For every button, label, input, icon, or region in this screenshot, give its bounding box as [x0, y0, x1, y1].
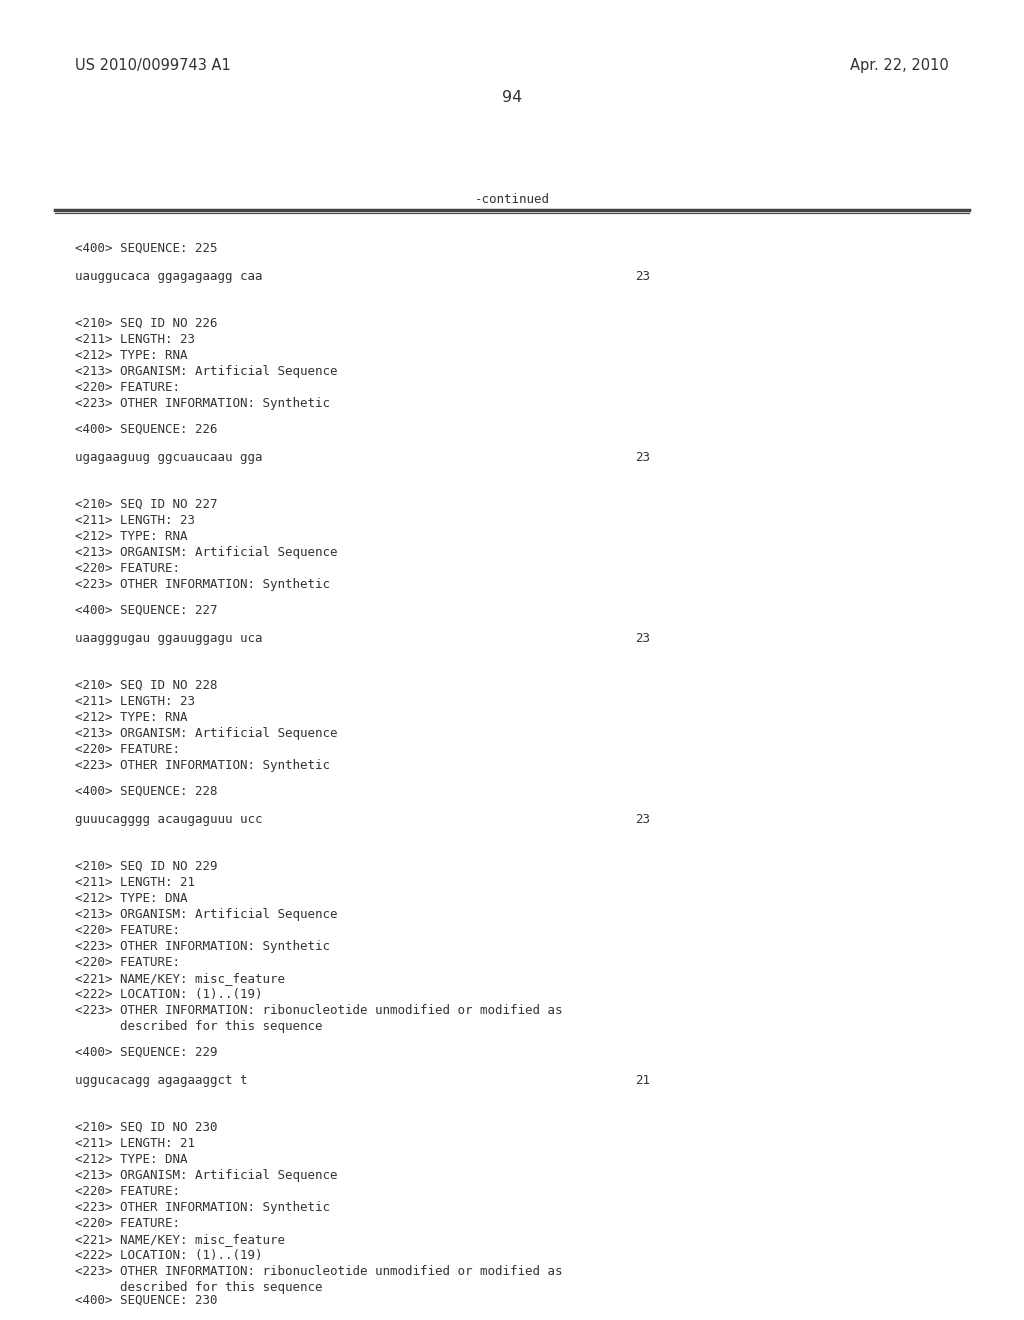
Text: US 2010/0099743 A1: US 2010/0099743 A1 [75, 58, 230, 73]
Text: <213> ORGANISM: Artificial Sequence: <213> ORGANISM: Artificial Sequence [75, 727, 338, 741]
Text: 23: 23 [635, 813, 650, 826]
Text: <223> OTHER INFORMATION: Synthetic: <223> OTHER INFORMATION: Synthetic [75, 578, 330, 591]
Text: <222> LOCATION: (1)..(19): <222> LOCATION: (1)..(19) [75, 1249, 262, 1262]
Text: <400> SEQUENCE: 229: <400> SEQUENCE: 229 [75, 1045, 217, 1059]
Text: <400> SEQUENCE: 227: <400> SEQUENCE: 227 [75, 605, 217, 616]
Text: <223> OTHER INFORMATION: Synthetic: <223> OTHER INFORMATION: Synthetic [75, 940, 330, 953]
Text: <220> FEATURE:: <220> FEATURE: [75, 562, 180, 576]
Text: <212> TYPE: RNA: <212> TYPE: RNA [75, 531, 187, 543]
Text: 23: 23 [635, 451, 650, 465]
Text: <212> TYPE: RNA: <212> TYPE: RNA [75, 711, 187, 723]
Text: 94: 94 [502, 90, 522, 106]
Text: <221> NAME/KEY: misc_feature: <221> NAME/KEY: misc_feature [75, 1233, 285, 1246]
Text: uauggucaca ggagagaagg caa: uauggucaca ggagagaagg caa [75, 271, 262, 282]
Text: <220> FEATURE:: <220> FEATURE: [75, 924, 180, 937]
Text: <211> LENGTH: 23: <211> LENGTH: 23 [75, 696, 195, 708]
Text: uaagggugau ggauuggagu uca: uaagggugau ggauuggagu uca [75, 632, 262, 645]
Text: <400> SEQUENCE: 230: <400> SEQUENCE: 230 [75, 1294, 217, 1307]
Text: -continued: -continued [474, 193, 550, 206]
Text: <213> ORGANISM: Artificial Sequence: <213> ORGANISM: Artificial Sequence [75, 908, 338, 921]
Text: ugagaaguug ggcuaucaau gga: ugagaaguug ggcuaucaau gga [75, 451, 262, 465]
Text: <210> SEQ ID NO 229: <210> SEQ ID NO 229 [75, 861, 217, 873]
Text: <221> NAME/KEY: misc_feature: <221> NAME/KEY: misc_feature [75, 972, 285, 985]
Text: <210> SEQ ID NO 228: <210> SEQ ID NO 228 [75, 678, 217, 692]
Text: Apr. 22, 2010: Apr. 22, 2010 [850, 58, 949, 73]
Text: <220> FEATURE:: <220> FEATURE: [75, 743, 180, 756]
Text: <210> SEQ ID NO 227: <210> SEQ ID NO 227 [75, 498, 217, 511]
Text: <213> ORGANISM: Artificial Sequence: <213> ORGANISM: Artificial Sequence [75, 366, 338, 378]
Text: 23: 23 [635, 271, 650, 282]
Text: <223> OTHER INFORMATION: ribonucleotide unmodified or modified as: <223> OTHER INFORMATION: ribonucleotide … [75, 1005, 562, 1016]
Text: described for this sequence: described for this sequence [75, 1280, 323, 1294]
Text: <220> FEATURE:: <220> FEATURE: [75, 1217, 180, 1230]
Text: described for this sequence: described for this sequence [75, 1020, 323, 1034]
Text: <211> LENGTH: 23: <211> LENGTH: 23 [75, 513, 195, 527]
Text: 23: 23 [635, 632, 650, 645]
Text: 21: 21 [635, 1074, 650, 1086]
Text: <220> FEATURE:: <220> FEATURE: [75, 381, 180, 393]
Text: <400> SEQUENCE: 225: <400> SEQUENCE: 225 [75, 242, 217, 255]
Text: <211> LENGTH: 21: <211> LENGTH: 21 [75, 876, 195, 888]
Text: <220> FEATURE:: <220> FEATURE: [75, 956, 180, 969]
Text: <212> TYPE: RNA: <212> TYPE: RNA [75, 348, 187, 362]
Text: <211> LENGTH: 23: <211> LENGTH: 23 [75, 333, 195, 346]
Text: <212> TYPE: DNA: <212> TYPE: DNA [75, 892, 187, 906]
Text: <213> ORGANISM: Artificial Sequence: <213> ORGANISM: Artificial Sequence [75, 546, 338, 558]
Text: <222> LOCATION: (1)..(19): <222> LOCATION: (1)..(19) [75, 987, 262, 1001]
Text: <211> LENGTH: 21: <211> LENGTH: 21 [75, 1137, 195, 1150]
Text: <223> OTHER INFORMATION: Synthetic: <223> OTHER INFORMATION: Synthetic [75, 397, 330, 411]
Text: <212> TYPE: DNA: <212> TYPE: DNA [75, 1152, 187, 1166]
Text: uggucacagg agagaaggct t: uggucacagg agagaaggct t [75, 1074, 248, 1086]
Text: <223> OTHER INFORMATION: ribonucleotide unmodified or modified as: <223> OTHER INFORMATION: ribonucleotide … [75, 1265, 562, 1278]
Text: <210> SEQ ID NO 230: <210> SEQ ID NO 230 [75, 1121, 217, 1134]
Text: <213> ORGANISM: Artificial Sequence: <213> ORGANISM: Artificial Sequence [75, 1170, 338, 1181]
Text: <223> OTHER INFORMATION: Synthetic: <223> OTHER INFORMATION: Synthetic [75, 759, 330, 772]
Text: guuucagggg acaugaguuu ucc: guuucagggg acaugaguuu ucc [75, 813, 262, 826]
Text: <220> FEATURE:: <220> FEATURE: [75, 1185, 180, 1199]
Text: <400> SEQUENCE: 226: <400> SEQUENCE: 226 [75, 422, 217, 436]
Text: <400> SEQUENCE: 228: <400> SEQUENCE: 228 [75, 785, 217, 799]
Text: <210> SEQ ID NO 226: <210> SEQ ID NO 226 [75, 317, 217, 330]
Text: <223> OTHER INFORMATION: Synthetic: <223> OTHER INFORMATION: Synthetic [75, 1201, 330, 1214]
